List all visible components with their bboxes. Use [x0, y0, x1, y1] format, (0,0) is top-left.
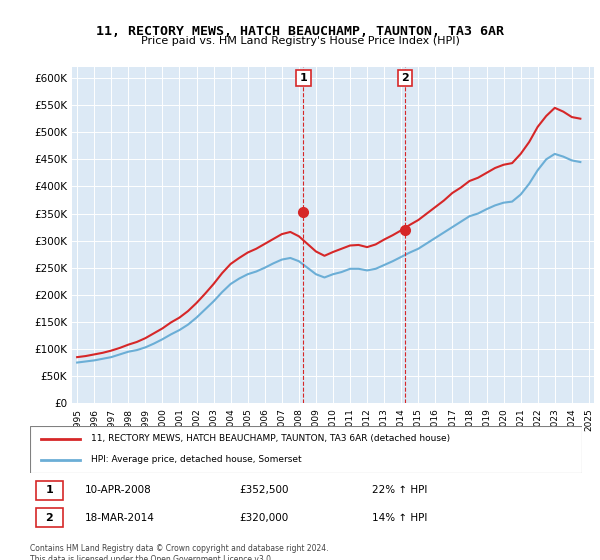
Text: £352,500: £352,500: [240, 486, 289, 496]
Text: 1: 1: [299, 73, 307, 83]
Text: 18-MAR-2014: 18-MAR-2014: [85, 512, 155, 522]
Text: 1: 1: [46, 486, 53, 496]
FancyBboxPatch shape: [35, 481, 63, 500]
Text: £320,000: £320,000: [240, 512, 289, 522]
FancyBboxPatch shape: [30, 426, 582, 473]
Text: 2: 2: [46, 512, 53, 522]
Text: 22% ↑ HPI: 22% ↑ HPI: [372, 486, 428, 496]
Text: Contains HM Land Registry data © Crown copyright and database right 2024.
This d: Contains HM Land Registry data © Crown c…: [30, 544, 329, 560]
Text: 11, RECTORY MEWS, HATCH BEAUCHAMP, TAUNTON, TA3 6AR (detached house): 11, RECTORY MEWS, HATCH BEAUCHAMP, TAUNT…: [91, 435, 450, 444]
Text: HPI: Average price, detached house, Somerset: HPI: Average price, detached house, Some…: [91, 455, 301, 464]
Text: Price paid vs. HM Land Registry's House Price Index (HPI): Price paid vs. HM Land Registry's House …: [140, 36, 460, 46]
Text: 11, RECTORY MEWS, HATCH BEAUCHAMP, TAUNTON, TA3 6AR: 11, RECTORY MEWS, HATCH BEAUCHAMP, TAUNT…: [96, 25, 504, 38]
Text: 10-APR-2008: 10-APR-2008: [85, 486, 152, 496]
FancyBboxPatch shape: [35, 508, 63, 527]
Text: 14% ↑ HPI: 14% ↑ HPI: [372, 512, 428, 522]
Text: 2: 2: [401, 73, 409, 83]
